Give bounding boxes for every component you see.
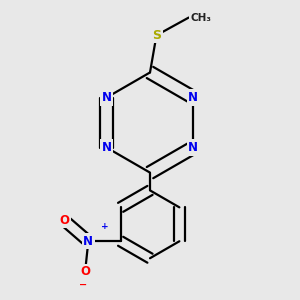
Text: S: S	[152, 29, 161, 42]
Text: N: N	[102, 141, 112, 154]
Text: +: +	[100, 222, 108, 231]
Text: −: −	[80, 280, 88, 290]
Text: CH₃: CH₃	[190, 13, 212, 22]
Text: N: N	[188, 141, 198, 154]
Text: N: N	[188, 91, 198, 104]
Text: N: N	[83, 235, 93, 248]
Text: O: O	[80, 266, 90, 278]
Text: N: N	[102, 91, 112, 104]
Text: O: O	[59, 214, 69, 227]
